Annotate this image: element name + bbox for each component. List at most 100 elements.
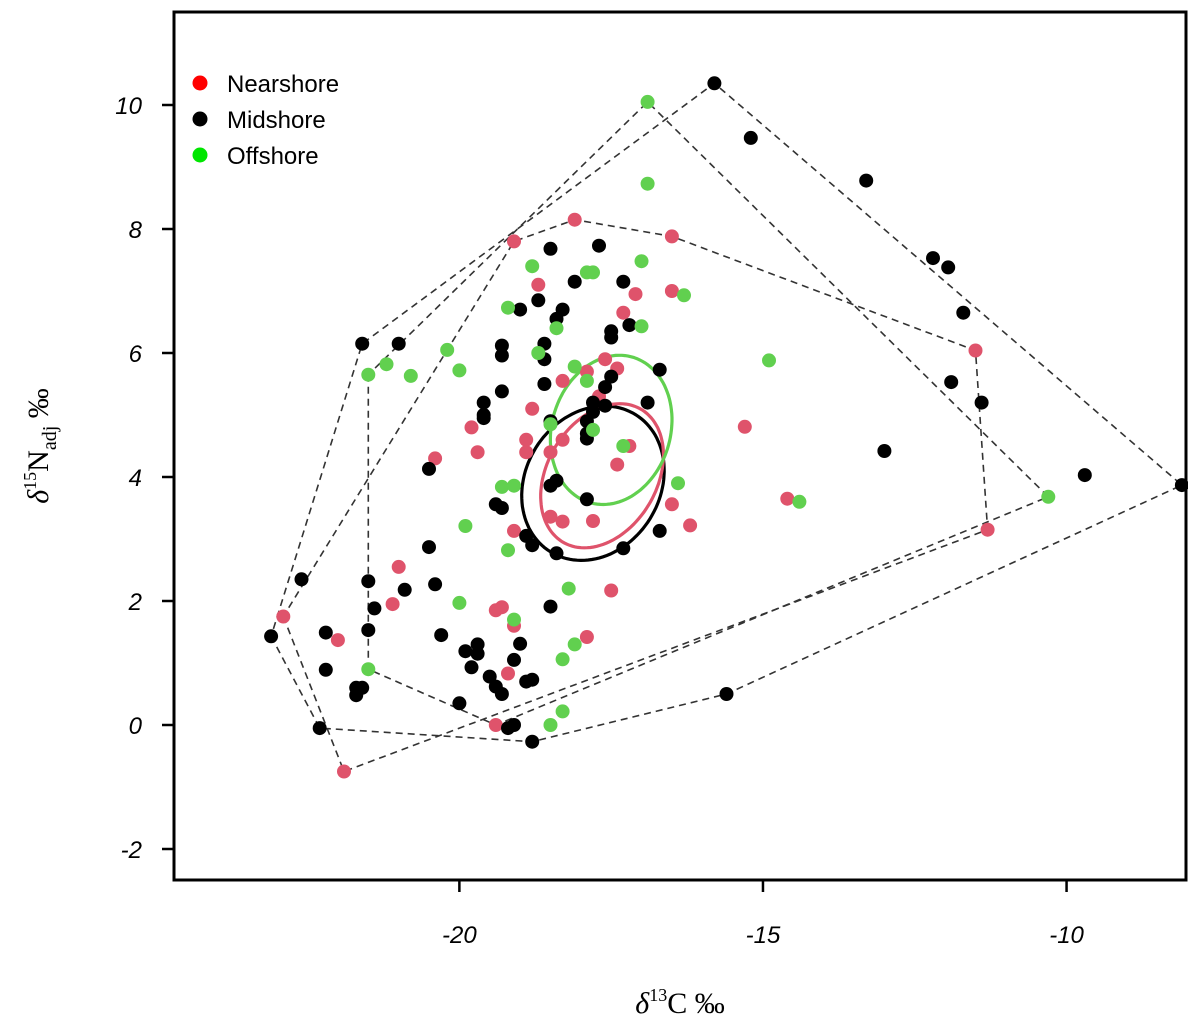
point-midshore (367, 601, 382, 616)
point-midshore (525, 734, 540, 749)
point-nearshore (664, 229, 679, 244)
ellipse-midshore (520, 404, 666, 563)
point-offshore (549, 321, 564, 336)
point-midshore (567, 274, 582, 289)
point-midshore (397, 582, 412, 597)
point-offshore (501, 543, 515, 558)
point-offshore (525, 259, 540, 274)
point-nearshore (488, 718, 503, 732)
y-tick-label: 2 (128, 589, 142, 616)
point-nearshore (664, 497, 679, 512)
point-nearshore (330, 633, 345, 648)
point-nearshore (598, 352, 613, 367)
point-offshore (507, 612, 521, 627)
point-midshore (434, 628, 449, 643)
point-midshore (494, 687, 509, 701)
hull-offshore (367, 100, 1050, 726)
point-midshore (494, 384, 509, 399)
point-midshore (549, 546, 564, 561)
point-nearshore (543, 445, 558, 460)
x-tick-label: -20 (442, 922, 477, 949)
point-nearshore (507, 523, 521, 538)
y-axis-delta: δ (22, 489, 55, 504)
point-midshore (391, 336, 406, 351)
point-offshore (1041, 489, 1056, 504)
point-midshore (494, 501, 509, 515)
point-midshore (361, 623, 376, 638)
point-nearshore (337, 764, 351, 779)
point-midshore (318, 662, 333, 677)
point-midshore (507, 652, 521, 667)
legend-marker-offshore (192, 147, 208, 163)
point-nearshore (507, 234, 521, 249)
point-midshore (525, 538, 540, 553)
point-midshore (926, 251, 940, 266)
point-offshore (361, 367, 376, 382)
point-midshore (513, 636, 528, 651)
point-midshore (531, 293, 546, 308)
x-axis-mass: 13 (649, 985, 667, 1005)
point-nearshore (683, 518, 698, 533)
point-midshore (464, 660, 479, 675)
point-midshore (355, 336, 370, 351)
point-nearshore (780, 491, 795, 506)
point-nearshore (737, 419, 752, 434)
point-midshore (507, 718, 521, 732)
point-nearshore (555, 373, 570, 388)
point-nearshore (501, 666, 515, 681)
point-midshore (579, 492, 594, 507)
point-midshore (264, 629, 279, 644)
point-midshore (616, 274, 631, 289)
point-midshore (877, 444, 892, 458)
point-midshore (555, 302, 570, 317)
point-nearshore (555, 432, 570, 447)
point-midshore (616, 541, 631, 556)
point-midshore (1077, 468, 1092, 483)
point-nearshore (968, 343, 983, 358)
point-nearshore (980, 522, 995, 537)
point-midshore (422, 540, 436, 555)
point-offshore (792, 494, 807, 509)
point-offshore (634, 254, 649, 269)
x-axis-element: C ‰ (667, 987, 725, 1020)
point-offshore (579, 373, 594, 388)
point-offshore (586, 265, 600, 280)
point-offshore (677, 288, 691, 303)
x-axis-ticks: -20 -15 -10 (442, 880, 1085, 949)
point-offshore (452, 363, 467, 378)
point-offshore (567, 637, 582, 652)
point-nearshore (494, 600, 509, 615)
point-nearshore (628, 287, 643, 302)
x-tick-label: -15 (746, 922, 781, 949)
point-nearshore (543, 509, 558, 524)
point-offshore (458, 519, 473, 533)
y-tick-label: 4 (129, 465, 142, 492)
point-midshore (494, 338, 509, 353)
data-points (264, 76, 1188, 779)
point-midshore (592, 238, 606, 253)
x-tick-label: -10 (1049, 922, 1084, 949)
point-offshore (567, 359, 582, 374)
point-midshore (537, 377, 552, 391)
point-offshore (586, 422, 600, 437)
y-tick-label: 6 (129, 341, 143, 368)
point-midshore (707, 76, 722, 91)
point-offshore (762, 353, 776, 368)
point-offshore (531, 346, 546, 360)
point-nearshore (567, 212, 582, 227)
y-tick-label: 10 (115, 93, 142, 120)
legend-label-offshore: Offshore (227, 143, 319, 170)
point-offshore (379, 357, 394, 372)
point-offshore (501, 300, 515, 315)
point-midshore (428, 577, 443, 592)
point-offshore (403, 368, 418, 383)
hull-nearshore (282, 218, 989, 773)
point-offshore (555, 652, 570, 667)
point-nearshore (276, 609, 291, 624)
point-offshore (543, 417, 558, 432)
y-tick-label: 0 (129, 713, 143, 740)
point-nearshore (604, 583, 619, 598)
point-midshore (470, 646, 485, 661)
point-offshore (555, 704, 570, 719)
